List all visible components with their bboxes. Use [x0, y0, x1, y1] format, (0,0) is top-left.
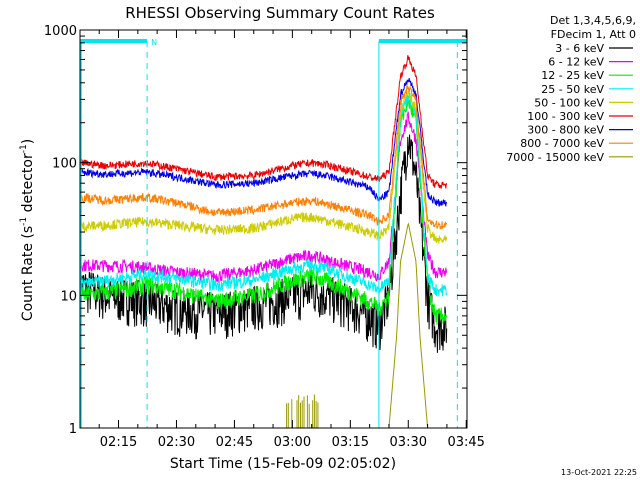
series-800-7000keV: [79, 84, 448, 230]
series-line: [79, 91, 448, 297]
plot-series: [79, 55, 448, 429]
series-25-50keV: [79, 91, 448, 297]
x-axis-label: Start Time (15-Feb-09 02:05:02): [170, 456, 396, 472]
series-line: [79, 78, 448, 207]
series-line: [388, 222, 428, 429]
x-tick-label: 03:30: [390, 435, 427, 450]
legend-header-line-1: Det 1,3,4,5,6,9,: [550, 14, 636, 27]
y-tick-label: 100: [52, 157, 77, 172]
legend-label: 6 - 12 keV: [548, 56, 604, 69]
series-line: [79, 55, 448, 190]
series-100-300keV: [79, 55, 448, 190]
series-3-6keV: [79, 134, 448, 353]
chart-title: RHESSI Observing Summary Count Rates: [125, 4, 435, 22]
y-axis-label: Count Rate (s-1 detector-1): [19, 139, 36, 321]
x-tick-label: 02:30: [158, 435, 195, 450]
night-marker-label: N: [151, 38, 157, 47]
legend: Det 1,3,4,5,6,9, FDecim 1, Att 0 3 - 6 k…: [506, 14, 636, 164]
axes: 02:15 02:30 02:45 03:00 03:15 03:30 03:45 1 10 10…: [44, 24, 485, 450]
date-stamp: 13-Oct-2021 22:25: [561, 468, 637, 477]
legend-header-line-2: FDecim 1, Att 0: [551, 28, 636, 41]
y-tick-label: 10: [60, 289, 77, 304]
series-300-800keV: [79, 78, 448, 207]
legend-label: 50 - 100 keV: [534, 96, 604, 109]
interval-markers: N: [80, 38, 467, 428]
series-12-25keV: [79, 95, 448, 325]
legend-label: 12 - 25 keV: [541, 69, 604, 82]
series-line: [79, 84, 448, 230]
x-tick-label: 03:15: [332, 435, 369, 450]
legend-label: 3 - 6 keV: [555, 42, 604, 55]
legend-label: 300 - 800 keV: [527, 124, 604, 137]
x-tick-label: 02:45: [216, 435, 253, 450]
series-7000-15000keV: [286, 222, 428, 429]
x-tick-label: 02:15: [100, 435, 137, 450]
series-line: [79, 134, 448, 353]
legend-label: 800 - 7000 keV: [520, 137, 604, 150]
series-50-100keV: [79, 90, 448, 244]
series-line: [79, 95, 448, 325]
series-spikes: [286, 394, 319, 428]
y-tick-label: 1000: [44, 24, 77, 39]
legend-label: 7000 - 15000 keV: [506, 151, 604, 164]
y-tick-label: 1: [69, 422, 77, 437]
x-tick-label: 03:00: [274, 435, 311, 450]
series-line: [79, 90, 448, 244]
legend-label: 100 - 300 keV: [527, 110, 604, 123]
legend-label: 25 - 50 keV: [541, 83, 604, 96]
x-tick-label: 03:45: [447, 435, 484, 450]
